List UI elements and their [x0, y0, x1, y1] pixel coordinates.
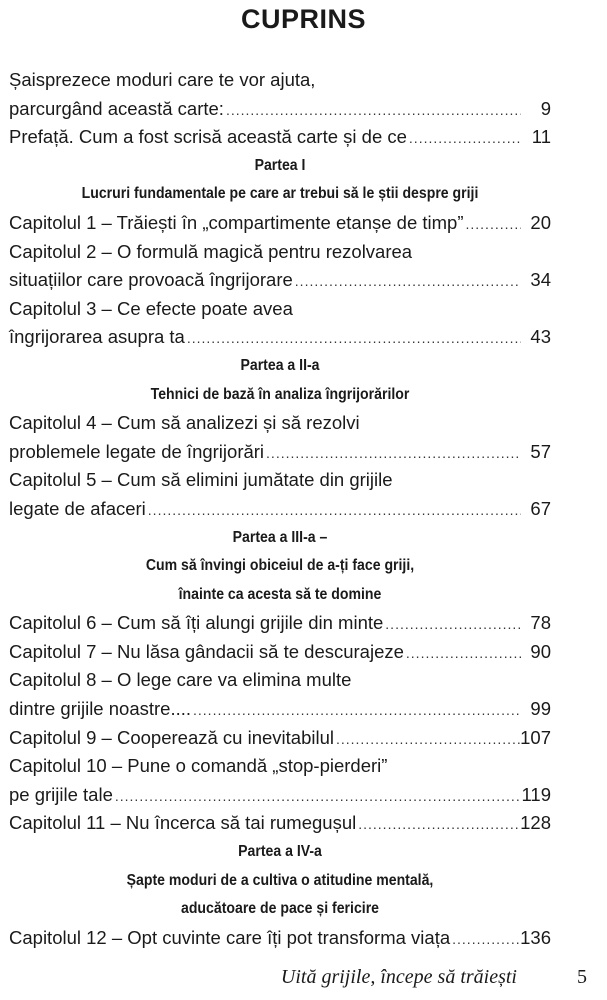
page-ref: 90 — [530, 640, 551, 662]
section-heading: Lucruri fundamentale pe care ar trebui s… — [42, 180, 519, 209]
toc-entry: Capitolul 6 – Cum să îți alungi grijile … — [9, 609, 551, 638]
section-heading: Partea a II-a — [42, 352, 519, 381]
entry-text: Partea a II-a — [240, 356, 320, 374]
dot-leader — [358, 810, 520, 839]
dot-leader — [295, 267, 521, 296]
toc-entry-line: Șaisprezece moduri care te vor ajuta, — [9, 66, 551, 95]
toc-entry: situațiilor care provoacă îngrijorare 34 — [9, 266, 551, 295]
toc-entry-line: Capitolul 4 – Cum să analizezi și să rez… — [9, 409, 551, 438]
entry-text: Partea a III-a – — [232, 528, 328, 546]
page-title: CUPRINS — [240, 4, 366, 34]
page-ref: 43 — [530, 326, 551, 348]
section-heading: înainte ca acesta să te domine — [42, 581, 519, 610]
toc-entry: Capitolul 11 – Nu încerca să tai rumeguș… — [9, 809, 551, 838]
entry-text: aducătoare de pace și fericire — [181, 900, 379, 918]
entry-text: Capitolul 7 – Nu lăsa gândacii să te des… — [9, 640, 404, 662]
dot-leader — [385, 610, 521, 639]
toc-entry-line: Capitolul 8 – O lege care va elimina mul… — [9, 666, 551, 695]
dot-leader — [193, 696, 521, 725]
entry-text: problemele legate de îngrijorări — [9, 440, 265, 462]
page-ref: 20 — [530, 211, 551, 233]
entry-text: Șapte moduri de a cultiva o atitudine me… — [126, 871, 434, 889]
dot-leader — [266, 439, 521, 468]
page-ref: 128 — [520, 812, 551, 834]
dot-leader — [148, 496, 521, 525]
toc-entry: parcurgând această carte: 9 — [9, 95, 551, 124]
entry-text: dintre grijile noastre.... — [9, 698, 192, 720]
toc-entry: Capitolul 12 – Opt cuvinte care îți pot … — [9, 924, 551, 953]
dot-leader — [115, 782, 521, 811]
running-title: Uită grijile, începe să trăiești — [280, 966, 517, 988]
dot-leader — [466, 210, 522, 239]
entry-text: îngrijorarea asupra ta — [9, 326, 185, 348]
page-number: 5 — [577, 966, 587, 988]
toc-entry: Prefață. Cum a fost scrisă această carte… — [9, 123, 551, 152]
page-footer: Uită grijile, începe să trăiești 5 — [0, 966, 607, 996]
table-of-contents: Șaisprezece moduri care te vor ajuta, par… — [9, 66, 551, 952]
page-ref: 9 — [540, 97, 551, 119]
section-heading: Cum să învingi obiceiul de a-ți face gri… — [42, 552, 519, 581]
entry-text: Capitolul 10 – Pune o comandă „stop-pier… — [9, 755, 388, 777]
toc-entry-line: Capitolul 2 – O formulă magică pentru re… — [9, 238, 551, 267]
page-ref: 99 — [530, 698, 551, 720]
page-ref: 34 — [530, 269, 551, 291]
toc-entry: Capitolul 1 – Trăiești în „compartimente… — [9, 209, 551, 238]
page-ref: 78 — [530, 612, 551, 634]
entry-text: Capitolul 8 – O lege care va elimina mul… — [9, 669, 352, 691]
dot-leader — [409, 124, 521, 153]
entry-text: Capitolul 12 – Opt cuvinte care îți pot … — [9, 926, 451, 948]
page-ref: 119 — [521, 783, 552, 805]
entry-text: înainte ca acesta să te domine — [178, 585, 382, 603]
page-ref: 57 — [530, 440, 551, 462]
entry-text: Capitolul 5 – Cum să elimini jumătate di… — [9, 469, 393, 491]
entry-text: Șaisprezece moduri care te vor ajuta, — [9, 69, 316, 90]
toc-entry: pe grijile tale 119 — [9, 781, 551, 810]
page-ref: 136 — [520, 926, 551, 948]
dot-leader — [187, 324, 521, 353]
toc-entry-line: Capitolul 5 – Cum să elimini jumătate di… — [9, 466, 551, 495]
dot-leader — [226, 96, 521, 125]
entry-text: Tehnici de bază în analiza îngrijorărilo… — [150, 385, 410, 403]
entry-text: Capitolul 9 – Cooperează cu inevitabilul — [9, 726, 334, 748]
toc-entry: problemele legate de îngrijorări 57 — [9, 438, 551, 467]
entry-text: Capitolul 11 – Nu încerca să tai rumeguș… — [9, 812, 357, 834]
toc-entry: dintre grijile noastre.... 99 — [9, 695, 551, 724]
dot-leader — [406, 639, 521, 668]
page-ref: 67 — [530, 497, 551, 519]
dot-leader — [452, 925, 520, 954]
page-ref: 11 — [531, 126, 551, 148]
entry-text: Capitolul 2 – O formulă magică pentru re… — [9, 240, 413, 262]
toc-entry-line: Capitolul 3 – Ce efecte poate avea — [9, 295, 551, 324]
entry-text: Capitolul 6 – Cum să îți alungi grijile … — [9, 612, 384, 634]
entry-text: pe grijile tale — [9, 783, 113, 805]
toc-entry-line: Capitolul 10 – Pune o comandă „stop-pier… — [9, 752, 551, 781]
entry-text: parcurgând această carte: — [9, 97, 224, 119]
toc-entry: Capitolul 7 – Nu lăsa gândacii să te des… — [9, 638, 551, 667]
entry-text: situațiilor care provoacă îngrijorare — [9, 269, 293, 291]
toc-entry: Capitolul 9 – Cooperează cu inevitabilul… — [9, 724, 551, 753]
section-heading: Partea a III-a – — [42, 524, 519, 553]
toc-entry: îngrijorarea asupra ta 43 — [9, 323, 551, 352]
toc-entry: legate de afaceri 67 — [9, 495, 551, 524]
section-heading: aducătoare de pace și fericire — [42, 895, 519, 924]
entry-text: Capitolul 4 – Cum să analizezi și să rez… — [9, 412, 360, 434]
entry-text: Cum să învingi obiceiul de a-ți face gri… — [145, 557, 415, 575]
entry-text: legate de afaceri — [9, 497, 146, 519]
section-heading: Șapte moduri de a cultiva o atitudine me… — [42, 867, 519, 896]
section-heading: Partea a IV-a — [42, 838, 519, 867]
entry-text: Capitolul 1 – Trăiești în „compartimente… — [9, 211, 464, 233]
page-ref: 107 — [520, 726, 551, 748]
dot-leader — [336, 725, 520, 754]
section-heading: Partea I — [42, 152, 519, 181]
entry-text: Partea a IV-a — [238, 843, 322, 861]
entry-text: Capitolul 3 – Ce efecte poate avea — [9, 297, 293, 319]
entry-text: Prefață. Cum a fost scrisă această carte… — [9, 126, 407, 148]
entry-text: Lucruri fundamentale pe care ar trebui s… — [81, 185, 479, 203]
section-heading: Tehnici de bază în analiza îngrijorărilo… — [42, 381, 519, 410]
entry-text: Partea I — [254, 156, 306, 174]
